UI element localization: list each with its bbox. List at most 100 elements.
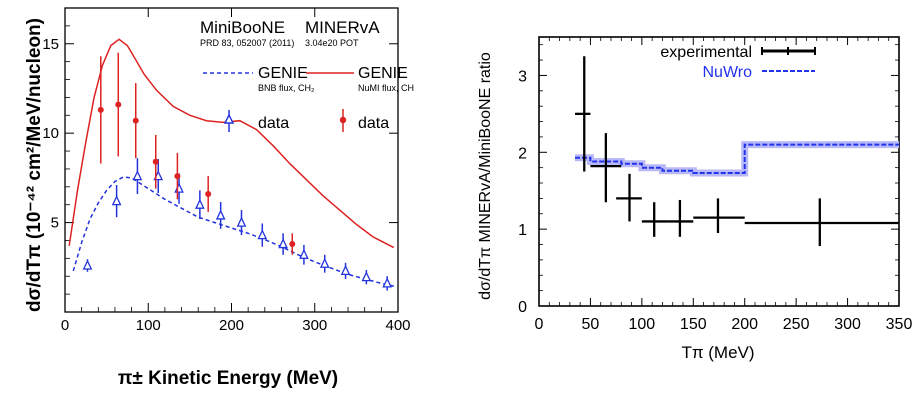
circle-marker — [152, 158, 159, 165]
left-ticks: 0 100 200 300 400 5 10 15 — [42, 8, 411, 334]
circle-marker — [97, 106, 104, 113]
miniboone-data-point — [111, 185, 122, 218]
legend-experimental: experimental — [660, 44, 752, 61]
legend-miniboone-title: MiniBooNE — [200, 18, 285, 37]
triangle-marker — [382, 277, 393, 288]
left-x-tick-label: 100 — [136, 317, 161, 334]
left-x-tick-label: 400 — [385, 317, 410, 334]
experimental-point — [616, 173, 642, 222]
right-x-tick-label: 250 — [783, 316, 810, 333]
miniboone-data-point — [257, 223, 268, 247]
minerva-data-point — [289, 233, 296, 255]
miniboone-data-point — [299, 244, 309, 265]
triangle-marker — [174, 182, 184, 193]
triangle-marker — [257, 229, 268, 240]
right-x-tick-label: 0 — [535, 316, 544, 333]
legend-experimental-marker — [761, 47, 816, 55]
miniboone-data-point — [319, 254, 330, 273]
triangle-marker — [299, 248, 309, 259]
right-x-tick-label: 200 — [731, 316, 758, 333]
right-y-tick-label: 2 — [518, 145, 527, 162]
legend-minerva-title: MINERvA — [305, 18, 380, 37]
triangle-marker — [195, 198, 205, 209]
experimental-point — [667, 199, 694, 237]
legend-miniboone-data-marker — [223, 110, 235, 132]
legend-bnb-flux: BNB flux, CH₂ — [258, 83, 315, 93]
minerva-data-point — [115, 52, 122, 157]
right-y-tick-label: 1 — [518, 222, 527, 239]
right-x-tick-label: 50 — [582, 316, 600, 333]
left-x-tick-label: 200 — [219, 317, 244, 334]
right-x-axis-label: Tπ (MeV) — [681, 343, 754, 362]
left-x-tick-label: 0 — [61, 317, 69, 334]
right-ticks: 0 50 100 150 200 250 300 350 0 1 2 3 — [518, 37, 912, 333]
miniboone-genie-curve — [72, 176, 394, 287]
left-curves — [68, 38, 395, 287]
miniboone-data-point — [82, 259, 93, 272]
left-y-tick-label: 15 — [42, 36, 59, 53]
left-y-tick-label: 5 — [51, 215, 59, 232]
miniboone-data-point — [340, 262, 351, 279]
triangle-marker — [82, 259, 93, 270]
miniboone-data-point — [236, 210, 247, 236]
triangle-marker — [132, 170, 143, 181]
experimental-point — [641, 202, 668, 237]
triangle-marker — [361, 271, 372, 282]
experimental-point — [590, 133, 622, 203]
triangle-marker — [340, 264, 351, 276]
miniboone-data-point — [215, 202, 226, 229]
left-chart: 0 100 200 300 400 5 10 15 MiniBooNE PRD 83, 052… — [24, 7, 414, 389]
experimental-point — [575, 56, 591, 172]
minerva-genie-curve — [68, 38, 395, 249]
circle-marker — [132, 117, 139, 124]
right-x-tick-label: 300 — [834, 316, 861, 333]
minerva-data-point — [97, 56, 104, 164]
left-plot-frame — [64, 7, 399, 313]
right-points — [575, 56, 899, 247]
circle-marker — [174, 173, 181, 180]
miniboone-data-point — [278, 233, 288, 255]
legend-minerva-data: data — [358, 115, 389, 132]
circle-marker — [205, 190, 212, 197]
right-chart: 0 50 100 150 200 250 300 350 0 1 2 3 experimental N… — [477, 36, 912, 362]
right-x-tick-label: 100 — [629, 316, 656, 333]
legend-minerva-genie: GENIE — [358, 65, 408, 82]
miniboone-data-point — [382, 276, 393, 291]
left-y-tick-label: 10 — [42, 125, 59, 142]
minerva-data-point — [205, 176, 212, 212]
nuwro-step-line — [575, 143, 899, 174]
legend-minerva-ref: 3.04e20 POT — [305, 38, 359, 48]
legend-miniboone-ref: PRD 83, 052007 (2011) — [200, 38, 294, 48]
right-x-tick-label: 350 — [886, 316, 913, 333]
circle-marker — [289, 241, 296, 248]
triangle-marker — [111, 195, 122, 206]
right-y-tick-label: 0 — [518, 299, 527, 316]
legend-minerva-data-marker — [339, 109, 347, 132]
right-plot-frame — [538, 36, 900, 307]
right-y-tick-label: 3 — [518, 68, 527, 85]
circle-marker — [115, 101, 122, 108]
experimental-point — [693, 198, 745, 233]
legend-miniboone-genie: GENIE — [258, 65, 308, 82]
legend-miniboone-data: data — [258, 115, 289, 132]
right-curves — [575, 141, 899, 177]
minerva-data-point — [174, 152, 181, 200]
miniboone-data-point — [195, 190, 205, 220]
nuwro-band — [575, 141, 899, 177]
left-legend: MiniBooNE PRD 83, 052007 (2011) MINERvA … — [200, 18, 414, 132]
triangle-marker — [319, 257, 330, 268]
minerva-data-point — [132, 83, 139, 159]
legend-numi-flux: NuMI flux, CH — [358, 83, 414, 93]
right-legend: experimental NuWro — [660, 44, 816, 81]
left-x-tick-label: 300 — [302, 317, 327, 334]
right-x-tick-label: 150 — [680, 316, 707, 333]
miniboone-data-point — [132, 158, 143, 194]
left-points — [82, 52, 393, 291]
minerva-data-point — [152, 134, 159, 189]
triangle-marker — [215, 209, 226, 220]
left-y-axis-label: dσ/dTπ (10⁻⁴² cm²/MeV/nucleon) — [24, 18, 45, 312]
triangle-marker — [278, 238, 288, 249]
left-x-axis-label: π± Kinetic Energy (MeV) — [118, 368, 338, 389]
triangle-marker — [236, 216, 247, 227]
